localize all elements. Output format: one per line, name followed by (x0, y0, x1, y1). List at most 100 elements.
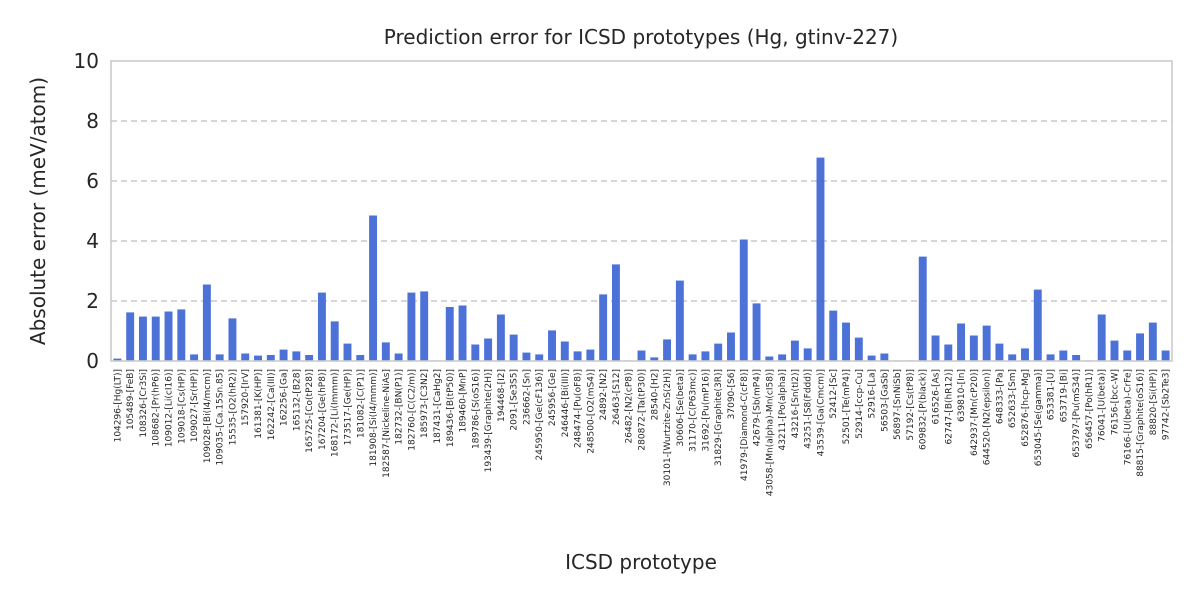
bar (369, 215, 378, 361)
x-tick-labels: 104296-[Hg(LT)] 105489-[FeB] 108326-[Cr3Si… (113, 369, 1171, 496)
bar (381, 342, 390, 361)
bar (765, 356, 774, 361)
plot-frame (110, 60, 1173, 362)
bar (548, 330, 556, 361)
x-tick-label: 97742-[Sb2Te3] (1162, 369, 1172, 440)
x-tick-label: 43539-[Ga(Cmcm)] (816, 369, 826, 456)
bar (931, 335, 940, 361)
bar (1097, 314, 1106, 361)
bars (113, 157, 1170, 361)
bar (650, 357, 659, 361)
x-tick-label: 157920-[IrV] (241, 369, 251, 426)
bar (854, 337, 863, 361)
bar (957, 323, 966, 361)
x-tick-label: 181908-[Si(I4/mmm)] (369, 369, 379, 467)
x-tick-label: 31692-[Pu(mP16)] (701, 369, 711, 452)
x-tick-label: 248474-[Pu(oF8)] (574, 369, 584, 448)
x-tick-label: 165132-[B28] (292, 369, 302, 431)
bar (1136, 333, 1145, 361)
x-tick-label: 181082-[C(P1)] (356, 369, 366, 438)
bar (790, 340, 799, 361)
x-tick-label: 43216-[Sn(tI2)] (791, 369, 801, 438)
bar (880, 353, 889, 361)
x-tick-label: 26463-[S12] (612, 369, 622, 425)
bar (138, 316, 147, 361)
bar (343, 343, 352, 361)
bar (420, 291, 429, 361)
y-tick-label: 8 (86, 109, 99, 133)
y-tick-label: 2 (86, 289, 99, 313)
bar (867, 355, 876, 361)
x-tick-label: 76156-[bcc-W] (1110, 369, 1120, 435)
x-tick-label: 193439-[Graphite(2H)] (484, 369, 494, 472)
x-tick-label: 194468-[I2] (497, 369, 507, 422)
bar (177, 309, 186, 361)
x-tick-label: 639810-[In] (957, 369, 967, 422)
x-tick-label: 88815-[Graphite(oS16)] (1136, 369, 1146, 477)
x-tick-label: 189436-[B(tP50)] (446, 369, 456, 447)
x-tick-label: 109012-[Li(cI16)] (165, 369, 175, 447)
x-tick-label: 616526-[As] (932, 369, 942, 424)
bar (215, 354, 224, 361)
x-tick-label: 56503-[GaSb] (880, 369, 890, 432)
bar (982, 325, 991, 361)
x-tick-label: 24892-[N2] (599, 369, 609, 420)
bar (599, 294, 608, 361)
x-tick-label: 62747-[B(hR12)] (944, 369, 954, 445)
x-tick-label: 52914-[ccp-Cu] (855, 369, 865, 439)
bar (727, 332, 735, 361)
x-tick-label: 43211-[Po(alpha)] (778, 369, 788, 450)
x-tick-label: 15535-[O2(hR2)] (228, 369, 238, 445)
x-tick-label: 189786-[S(oS16)] (471, 369, 481, 449)
bar (266, 355, 275, 361)
bar (164, 311, 173, 361)
bar (663, 339, 672, 361)
bar (586, 349, 595, 361)
x-tick-label: 187431-[CaHg2] (433, 369, 443, 444)
x-tick-label: 165725-[Co(tP28)] (305, 369, 315, 453)
x-tick-label: 2091-[Se3S5] (510, 369, 520, 431)
x-tick-label: 182587-[Nickeline-NiAs] (382, 369, 392, 478)
bar (701, 351, 710, 361)
x-tick-label: 30606-[Se(beta)] (676, 369, 686, 446)
bar (995, 343, 1004, 361)
x-tick-label: 42679-[Sb(mP4)] (753, 369, 763, 446)
x-tick-label: 245950-[Ge(cF136)] (535, 369, 545, 460)
bar (1110, 340, 1119, 361)
bar (445, 307, 454, 361)
x-tick-label: 189460-[MnP] (459, 369, 469, 433)
x-tick-label: 109018-[Cs(HP)] (177, 369, 187, 444)
x-tick-label: 109035-[Ca.15Sn.85] (216, 369, 226, 465)
x-tick-label: 609832-[P(black)] (919, 369, 929, 450)
x-tick-label: 648333-[Pa] (995, 369, 1005, 424)
bar (1008, 354, 1017, 361)
y-tick-label: 4 (86, 229, 99, 253)
bar (241, 353, 250, 361)
x-tick-label: 31170-[C(P63mc)] (689, 369, 699, 452)
x-tick-label: 26482-[N2(cP8)] (625, 369, 635, 443)
bar (1072, 355, 1081, 361)
x-tick-label: 280872-[Ta(tP30)] (638, 369, 648, 451)
x-tick-label: 109028-[Bi(I4/mcm)] (203, 369, 213, 463)
x-tick-label: 182732-[BN(P1)] (395, 369, 405, 445)
x-tick-label: 43251-[S8(Fddd)] (804, 369, 814, 449)
x-tick-label: 162242-[Ca(III)] (267, 369, 277, 440)
y-tick-label: 0 (86, 349, 99, 373)
bar (202, 284, 211, 361)
x-tick-label: 652876-[hcp-Mg] (1021, 369, 1031, 447)
bar (1046, 354, 1055, 361)
bar (471, 344, 480, 361)
bar (458, 305, 467, 361)
bar (1148, 322, 1157, 361)
y-tick-label: 6 (86, 169, 99, 193)
bar (522, 352, 531, 361)
bar (151, 316, 160, 361)
x-tick-label: 656457-[Po(hR1)] (1085, 369, 1095, 449)
x-tick-label: 236662-[Sn] (522, 369, 532, 425)
x-tick-label: 653719-[Bi] (1059, 369, 1069, 422)
y-axis-label: Absolute error (meV/atom) (26, 77, 50, 345)
bar (509, 334, 518, 361)
x-tick-label: 248500-[O2(mS4)] (586, 369, 596, 454)
bar (1033, 289, 1042, 361)
